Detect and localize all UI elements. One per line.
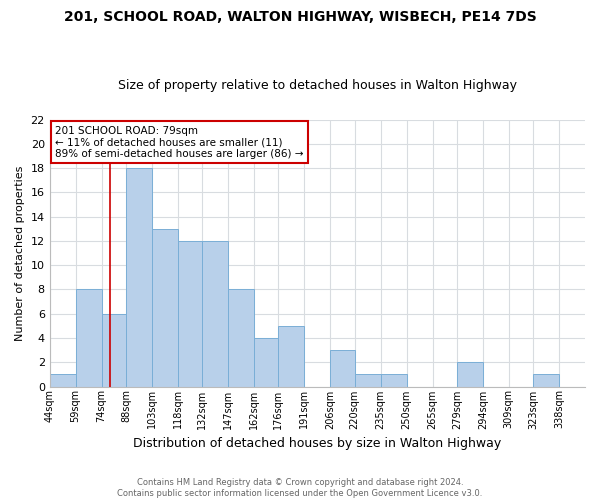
Bar [178,241,202,386]
Bar [228,290,254,386]
Text: 201, SCHOOL ROAD, WALTON HIGHWAY, WISBECH, PE14 7DS: 201, SCHOOL ROAD, WALTON HIGHWAY, WISBEC… [64,10,536,24]
Bar [331,350,355,387]
Bar [50,374,76,386]
Bar [202,241,228,386]
Bar [126,168,152,386]
X-axis label: Distribution of detached houses by size in Walton Highway: Distribution of detached houses by size … [133,437,502,450]
Bar [254,338,278,386]
Bar [278,326,304,386]
Bar [152,229,178,386]
Bar [76,290,101,386]
Bar [380,374,407,386]
Bar [101,314,126,386]
Y-axis label: Number of detached properties: Number of detached properties [15,166,25,340]
Text: 201 SCHOOL ROAD: 79sqm
← 11% of detached houses are smaller (11)
89% of semi-det: 201 SCHOOL ROAD: 79sqm ← 11% of detached… [55,126,304,159]
Text: Contains HM Land Registry data © Crown copyright and database right 2024.
Contai: Contains HM Land Registry data © Crown c… [118,478,482,498]
Bar [355,374,380,386]
Bar [457,362,483,386]
Title: Size of property relative to detached houses in Walton Highway: Size of property relative to detached ho… [118,79,517,92]
Bar [533,374,559,386]
